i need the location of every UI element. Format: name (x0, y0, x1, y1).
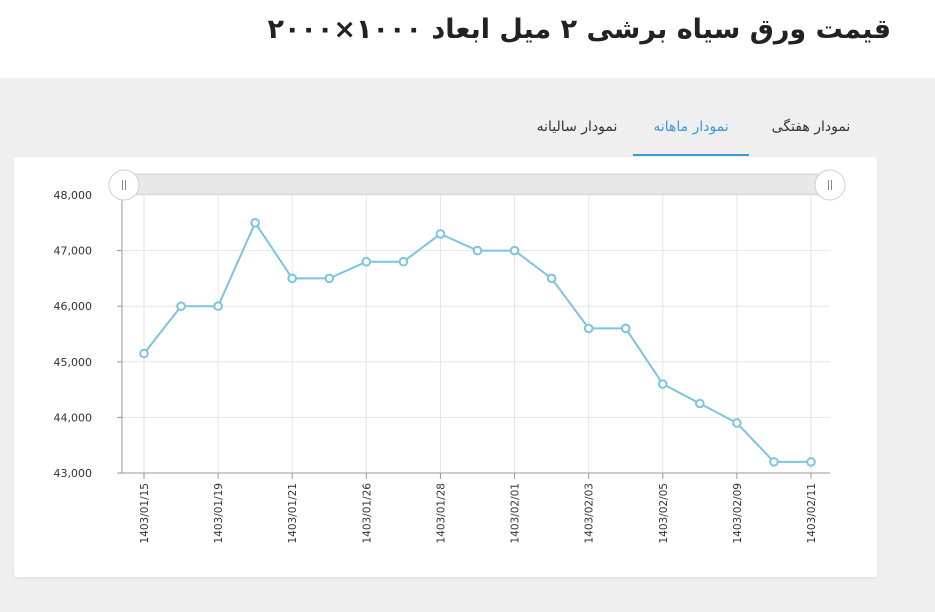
y-axis-labels: 43,000 44,000 45,000 46,000 47,000 48,000 (54, 189, 93, 480)
data-point[interactable] (435, 229, 446, 239)
chart-axes (117, 189, 830, 479)
data-point[interactable] (657, 379, 668, 389)
x-tick-label: 1403/02/09 (732, 483, 744, 544)
data-point[interactable] (583, 323, 594, 334)
data-point[interactable] (806, 457, 816, 467)
x-tick-label: 1403/01/15 (139, 483, 151, 544)
data-point[interactable] (324, 273, 335, 284)
chart-card: 43,000 44,000 45,000 46,000 47,000 48,000 140… (14, 157, 877, 577)
data-point[interactable] (361, 256, 372, 267)
data-point[interactable] (620, 323, 631, 334)
tab-monthly-chart[interactable]: نمودار ماهانه (633, 104, 749, 156)
data-point[interactable] (398, 256, 409, 267)
x-tick-label: 1403/02/05 (658, 483, 670, 544)
x-tick-label: 1403/02/11 (806, 483, 818, 544)
data-point[interactable] (732, 418, 742, 428)
range-handle-left[interactable] (108, 169, 140, 201)
header-logo-area (0, 8, 158, 70)
y-tick-label: 45,000 (54, 356, 93, 369)
x-tick-label: 1403/01/26 (361, 483, 373, 544)
tab-yearly-chart[interactable]: نمودار سالیانه (536, 119, 618, 135)
data-point[interactable] (472, 245, 483, 256)
y-tick-label: 47,000 (54, 245, 93, 258)
data-point[interactable] (546, 273, 557, 284)
x-tick-label: 1403/01/19 (213, 483, 225, 544)
range-handle-right[interactable] (814, 169, 846, 201)
series-points (139, 218, 816, 467)
series-line-layer (143, 220, 811, 463)
x-axis-labels: 1403/01/15 1403/01/19 1403/01/21 1403/01/26… (139, 483, 818, 544)
data-point[interactable] (695, 398, 705, 409)
chart-grid (122, 189, 830, 474)
x-tick-label: 1403/01/21 (287, 483, 299, 544)
price-line-chart: 43,000 44,000 45,000 46,000 47,000 48,000 140… (54, 169, 846, 544)
tab-weekly-chart[interactable]: نمودار هفتگی (771, 119, 851, 135)
page-header: قیمت ورق سیاه برشی ۲ میل ابعاد ۱۰۰۰×۲۰۰۰ (0, 0, 935, 78)
data-point[interactable] (250, 218, 260, 228)
y-tick-label: 46,000 (54, 300, 93, 313)
y-tick-label: 48,000 (54, 189, 93, 202)
y-tick-label: 43,000 (54, 467, 93, 480)
range-navigator (108, 169, 846, 201)
data-point[interactable] (287, 273, 298, 284)
data-point[interactable] (139, 348, 149, 359)
y-tick-label: 44,000 (54, 411, 93, 424)
x-tick-label: 1403/01/28 (435, 483, 447, 544)
range-navigator-bar[interactable] (121, 173, 831, 195)
data-point[interactable] (769, 457, 779, 467)
x-tick-label: 1403/02/01 (510, 483, 522, 544)
data-point[interactable] (509, 245, 520, 256)
data-point[interactable] (176, 301, 186, 311)
chart-tabs: نمودار هفتگی نمودار ماهانه نمودار سالیان… (521, 104, 855, 158)
x-tick-label: 1403/02/03 (584, 483, 596, 544)
data-point[interactable] (213, 301, 223, 311)
series-line (143, 220, 811, 463)
page-title: قیمت ورق سیاه برشی ۲ میل ابعاد ۱۰۰۰×۲۰۰۰ (267, 14, 891, 45)
